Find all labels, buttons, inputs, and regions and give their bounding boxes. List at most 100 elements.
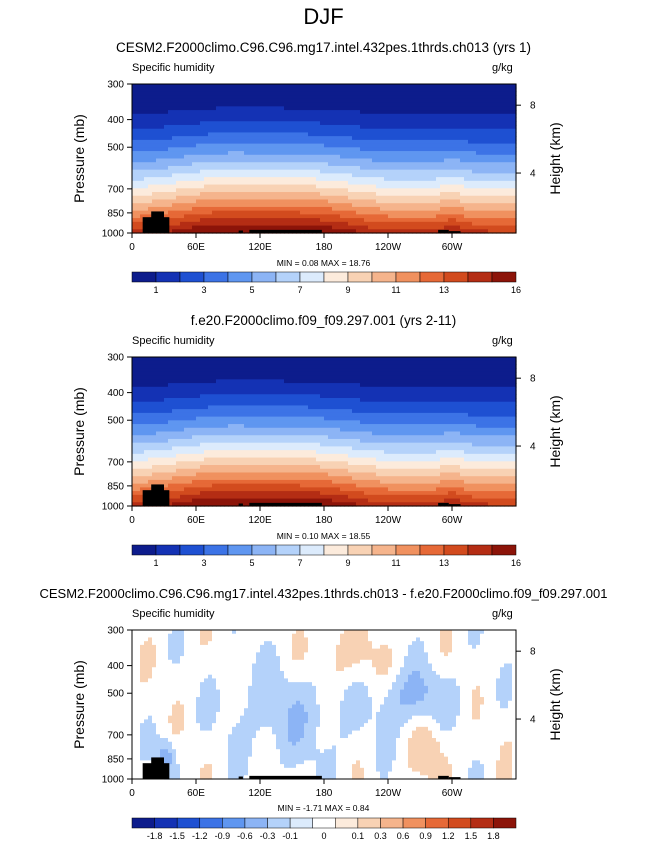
field-cell [156,371,161,377]
field-cell [188,180,193,186]
field-cell [300,188,305,193]
field-cell [392,180,397,186]
field-cell [220,368,225,373]
field-cell [452,184,457,189]
field-cell [212,446,217,451]
field-cell [480,121,485,126]
field-cell [144,412,149,418]
field-cell [388,214,393,219]
field-cell [220,371,225,377]
field-cell [500,147,505,152]
field-cell [312,84,317,89]
field-cell [312,121,317,126]
field-cell [432,229,437,234]
field-cell [368,184,373,189]
field-cell [140,502,145,507]
field-cell [332,151,337,156]
field-cell [376,136,381,141]
field-cell [272,154,277,160]
field-cell [400,206,405,212]
field-cell [212,412,217,418]
field-cell [268,184,273,189]
field-cell [180,431,185,436]
field-cell [232,371,237,377]
field-cell [272,199,277,204]
field-cell [260,177,265,182]
field-cell [296,151,301,156]
field-cell [468,192,473,197]
field-cell [252,158,257,163]
field-cell [204,165,209,171]
field-cell [236,397,241,403]
field-cell [156,84,161,89]
field-cell [396,214,401,219]
field-cell [448,132,453,137]
field-cell [280,225,285,230]
field-cell [140,184,145,189]
field-cell [436,214,441,219]
field-cell [196,379,201,384]
field-cell [472,225,477,230]
field-cell [132,360,137,366]
field-cell [292,117,297,122]
field-cell [180,427,185,433]
field-cell [448,124,453,130]
field-cell [412,124,417,130]
field-cell [460,169,465,175]
field-cell [228,180,233,186]
field-cell [180,143,185,148]
field-cell [376,91,381,96]
field-cell [292,206,297,212]
field-cell [140,128,145,134]
field-cell [468,195,473,201]
field-cell [200,158,205,163]
field-cell [440,188,445,193]
field-cell [240,113,245,119]
field-cell [152,95,157,100]
field-cell [464,132,469,137]
field-cell [464,199,469,204]
field-cell [180,386,185,392]
field-cell [428,139,433,145]
field-cell [288,151,293,156]
field-cell [244,106,249,111]
field-cell [248,184,253,189]
field-cell [456,139,461,145]
field-cell [308,84,313,89]
field-cell [220,158,225,163]
field-cell [180,110,185,115]
field-cell [136,180,141,186]
field-cell [172,177,177,182]
field-cell [212,401,217,407]
field-cell [236,195,241,201]
field-cell [500,154,505,160]
field-cell [140,457,145,462]
field-cell [488,210,493,215]
field-cell [184,221,189,227]
field-cell [328,195,333,201]
field-cell [240,158,245,163]
field-cell [512,151,517,156]
field-cell [276,117,281,122]
field-cell [348,229,353,234]
field-cell [192,113,197,119]
field-cell [356,147,361,152]
field-cell [372,147,377,152]
field-cell [508,84,513,89]
field-cell [384,173,389,178]
field-cell [292,184,297,189]
field-cell [432,143,437,148]
land-mask [438,229,449,233]
field-cell [368,106,373,111]
field-cell [132,468,137,474]
field-cell [204,383,209,388]
field-cell [168,98,173,104]
field-cell [212,124,217,130]
field-cell [212,409,217,414]
field-cell [308,184,313,189]
field-cell [164,461,169,466]
field-cell [224,498,229,503]
field-cell [492,84,497,89]
field-cell [488,195,493,201]
field-cell [264,91,269,96]
